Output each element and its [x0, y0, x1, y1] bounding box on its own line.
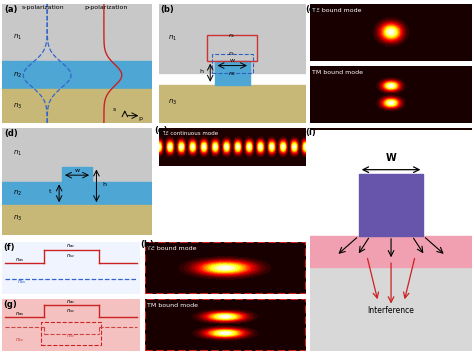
Text: (e): (e): [154, 126, 167, 135]
Text: W: W: [386, 153, 396, 163]
Text: $n_2$: $n_2$: [13, 70, 22, 80]
Text: p-polarization: p-polarization: [84, 5, 128, 10]
Text: $n_3$: $n_3$: [13, 101, 22, 111]
Text: s-polarization: s-polarization: [22, 5, 64, 10]
Text: (a): (a): [4, 5, 17, 14]
Text: $n_3$: $n_3$: [13, 214, 22, 223]
Bar: [207, 35, 257, 61]
Text: TE bound mode: TE bound mode: [146, 246, 196, 251]
Bar: [2, 205, 152, 235]
Text: TE bound mode: TE bound mode: [312, 8, 362, 13]
Text: $n_{sc}$: $n_{sc}$: [66, 332, 76, 340]
Text: t: t: [49, 189, 51, 194]
Text: $n_1$: $n_1$: [13, 32, 22, 42]
Text: h: h: [200, 69, 203, 74]
Text: (d): (d): [4, 129, 18, 138]
Text: w: w: [230, 58, 235, 63]
Text: $n_r$: $n_r$: [228, 50, 236, 58]
Text: (i): (i): [306, 128, 317, 137]
Bar: [2, 128, 152, 182]
Bar: [41, 322, 101, 345]
Text: TM bound mode: TM bound mode: [146, 303, 198, 308]
Text: $n_2$: $n_2$: [13, 188, 22, 198]
Bar: [359, 174, 423, 236]
Text: $n_2$: $n_2$: [228, 70, 237, 78]
Bar: [212, 54, 253, 73]
Bar: [62, 167, 92, 182]
Text: w: w: [74, 168, 80, 173]
Text: $n_{sc}$: $n_{sc}$: [66, 308, 76, 315]
Text: TM continuous mode: TM continuous mode: [314, 131, 371, 136]
Bar: [2, 61, 152, 89]
Text: (c): (c): [306, 5, 319, 14]
Text: Interference: Interference: [368, 306, 414, 315]
Bar: [215, 61, 250, 85]
Bar: [310, 267, 472, 351]
Text: s: s: [113, 107, 116, 112]
Bar: [2, 89, 152, 123]
Bar: [310, 236, 472, 267]
Text: TM bound mode: TM bound mode: [312, 70, 364, 75]
Text: TE continuous mode: TE continuous mode: [162, 131, 218, 136]
Text: $n_{ac}$: $n_{ac}$: [66, 298, 76, 306]
Bar: [2, 4, 152, 61]
Text: $n_{bs}$: $n_{bs}$: [17, 278, 27, 286]
Text: $n_{as}$: $n_{as}$: [15, 256, 25, 263]
Text: $n_3$: $n_3$: [168, 98, 177, 107]
Bar: [2, 182, 152, 205]
Text: $n_{sc}$: $n_{sc}$: [66, 252, 76, 261]
Text: (f): (f): [4, 242, 15, 252]
Text: $n_1$: $n_1$: [168, 33, 177, 42]
Text: $n_{ac}$: $n_{ac}$: [66, 242, 76, 250]
Text: (b): (b): [160, 5, 174, 14]
Text: p: p: [138, 116, 142, 121]
Text: (h): (h): [140, 240, 154, 249]
Text: $n_{bs}$: $n_{bs}$: [15, 336, 25, 344]
Text: $n_{as}$: $n_{as}$: [15, 310, 25, 318]
Text: h: h: [102, 182, 106, 187]
Text: $n_c$: $n_c$: [228, 32, 237, 40]
Text: (g): (g): [4, 299, 18, 309]
Text: $n_1$: $n_1$: [13, 149, 22, 158]
Bar: [159, 85, 306, 123]
Bar: [159, 4, 306, 73]
